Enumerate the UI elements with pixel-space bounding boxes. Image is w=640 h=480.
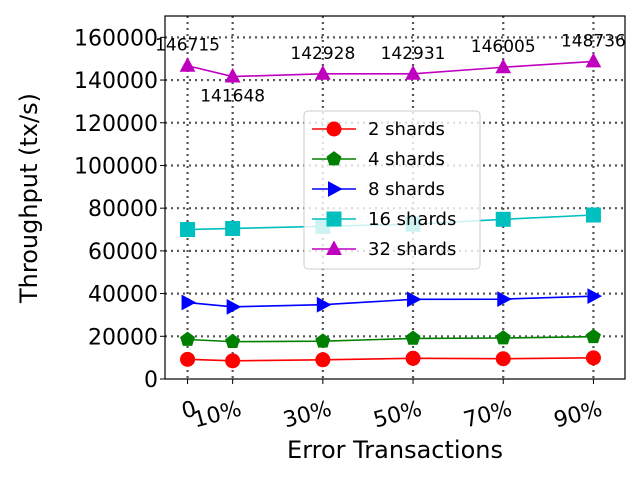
series-8-shards (181, 288, 603, 315)
legend-box (303, 110, 481, 270)
y-axis-title: Throughput (tx/s) (15, 93, 43, 304)
marker-square (495, 211, 511, 227)
x-tick-label: 50% (371, 397, 425, 434)
legend-item: 8 shards (312, 179, 445, 200)
y-tick-label: 80000 (88, 197, 158, 222)
marker-triangle-right (407, 291, 422, 308)
data-label: 148736 (561, 31, 626, 51)
x-tick-label: 0 (179, 397, 199, 425)
data-label: 142931 (381, 44, 446, 64)
y-tick-label: 160000 (74, 26, 158, 51)
marker-triangle-up (179, 57, 196, 72)
marker-square (326, 211, 342, 227)
series-line (187, 295, 594, 308)
x-axis-title: Error Transactions (287, 436, 503, 464)
legend-item: 2 shards (312, 119, 445, 140)
marker-square (585, 207, 601, 223)
marker-triangle-up (314, 65, 331, 80)
marker-triangle-up (585, 52, 602, 68)
marker-pentagon (180, 331, 196, 346)
legend-label: 32 shards (368, 239, 456, 260)
marker-pentagon (495, 330, 511, 345)
marker-triangle-right (181, 294, 197, 311)
marker-triangle-up (495, 58, 512, 74)
marker-triangle-up (405, 65, 421, 80)
marker-pentagon (225, 333, 241, 349)
marker-circle (585, 350, 601, 366)
marker-pentagon (326, 151, 342, 166)
legend-label: 2 shards (368, 119, 445, 140)
data-label: 141648 (200, 87, 265, 107)
y-tick-label: 20000 (88, 325, 158, 350)
legend: 2 shards 4 shards 8 shards 16 shards 32 shar… (303, 110, 481, 270)
marker-circle (180, 351, 196, 367)
marker-square (225, 220, 241, 236)
legend-item: 4 shards (312, 149, 445, 170)
series-2-shards (180, 350, 601, 369)
y-tick-label: 140000 (74, 69, 158, 94)
marker-triangle-right (328, 181, 343, 197)
data-label: 146005 (471, 37, 536, 57)
data-label: 146715 (155, 36, 220, 56)
marker-circle (225, 353, 241, 369)
series-4-shards (180, 328, 601, 349)
series-line (187, 335, 594, 343)
legend-item: 32 shards (312, 239, 456, 260)
series-line (187, 357, 594, 362)
legend-item: 16 shards (312, 209, 456, 230)
y-tick-label: 60000 (88, 240, 158, 265)
marker-triangle-right (587, 288, 603, 305)
x-tick-label: 90% (551, 397, 605, 434)
legend-label: 16 shards (368, 209, 456, 230)
marker-circle (495, 351, 511, 367)
series-32-shards (179, 52, 602, 83)
data-label: 142928 (290, 44, 355, 64)
y-tick-label: 0 (144, 368, 158, 393)
x-tick-label: 70% (461, 397, 515, 434)
marker-square (180, 222, 196, 238)
y-tick-label: 40000 (88, 283, 158, 308)
marker-triangle-right (226, 298, 242, 315)
x-tick-label: 30% (281, 397, 335, 434)
data-labels: 146715 141648 142928 142931 146005 148736 (155, 31, 626, 106)
marker-triangle-right (497, 291, 512, 308)
marker-circle (315, 352, 331, 368)
x-tick-label: 10% (190, 397, 244, 434)
marker-circle (326, 121, 342, 137)
legend-label: 8 shards (368, 179, 445, 200)
marker-pentagon (585, 328, 601, 344)
marker-pentagon (315, 333, 331, 348)
y-tick-label: 120000 (74, 112, 158, 137)
plot-frame (164, 15, 626, 380)
marker-triangle-up (224, 67, 241, 83)
marker-triangle-up (326, 240, 342, 255)
series-line (187, 60, 594, 78)
marker-circle (405, 350, 421, 366)
legend-label: 4 shards (368, 149, 445, 170)
y-tick-label: 100000 (74, 154, 158, 179)
marker-pentagon (405, 330, 421, 345)
marker-triangle-right (316, 296, 332, 313)
